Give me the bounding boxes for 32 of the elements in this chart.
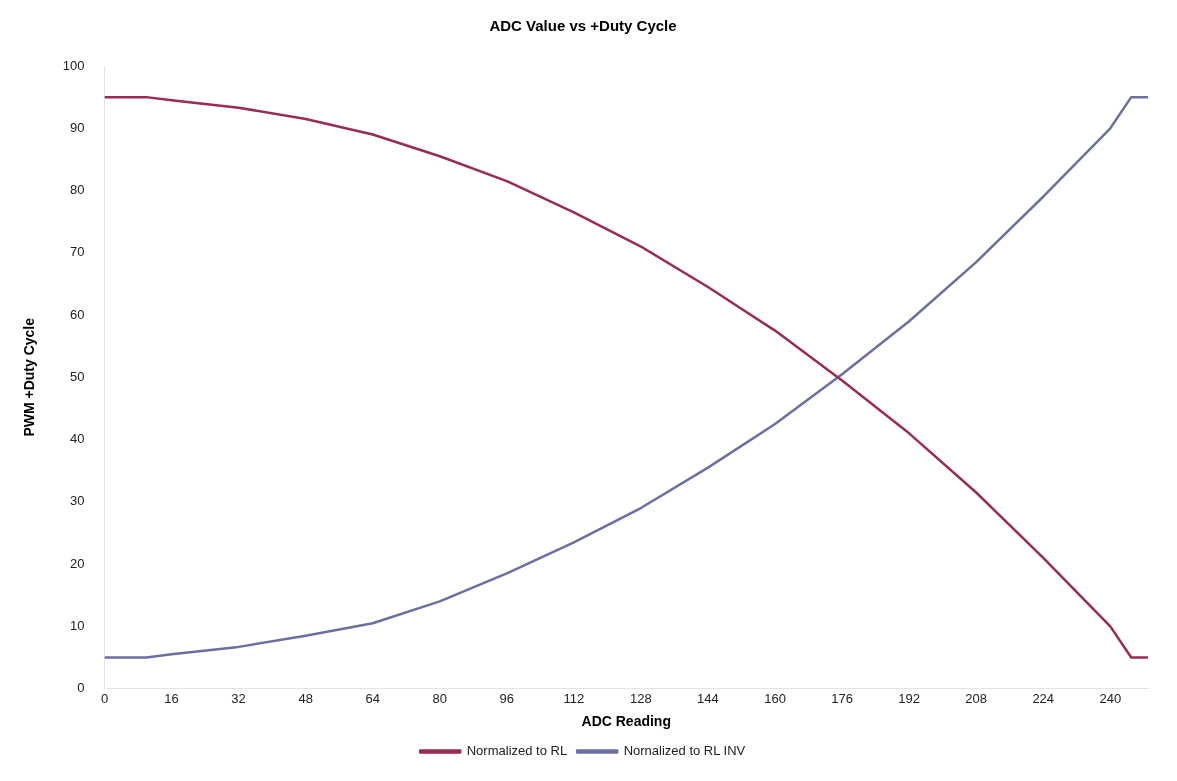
y-tick-label: 10	[70, 617, 85, 633]
y-tick-label: 30	[70, 493, 85, 509]
y-tick-label: 100	[62, 57, 85, 73]
legend-label: Nornalized to RL INV	[623, 743, 746, 759]
x-tick-label: 16	[164, 690, 179, 706]
x-tick-label: 192	[898, 690, 920, 706]
y-tick-label: 90	[70, 119, 85, 135]
y-tick-label: 40	[70, 431, 85, 447]
x-tick-label: 160	[764, 690, 786, 706]
x-tick-label: 144	[697, 690, 719, 706]
x-tick-label: 32	[231, 690, 246, 706]
y-axis-title: PWM +Duty Cycle	[21, 317, 38, 437]
x-tick-label: 64	[365, 690, 380, 706]
x-tick-label: 128	[630, 690, 652, 706]
x-tick-label: 176	[831, 690, 853, 706]
x-tick-label: 224	[1032, 690, 1055, 706]
y-tick-label: 60	[70, 306, 85, 322]
x-tick-label: 112	[563, 690, 585, 706]
chart-title: ADC Value vs +Duty Cycle	[489, 17, 677, 35]
x-tick-label: 80	[432, 690, 447, 706]
y-tick-label: 80	[70, 182, 85, 198]
x-tick-label: 208	[965, 690, 988, 706]
x-tick-label: 240	[1099, 690, 1122, 706]
y-tick-label: 20	[70, 555, 85, 571]
x-tick-label: 0	[100, 690, 109, 706]
y-tick-label: 70	[70, 244, 85, 260]
legend-label: Normalized to RL	[466, 743, 568, 759]
y-tick-label: 50	[70, 368, 85, 384]
x-tick-label: 48	[298, 690, 313, 706]
y-tick-label: 0	[77, 680, 85, 696]
x-axis-title: ADC Reading	[581, 713, 671, 730]
x-tick-label: 96	[499, 690, 515, 706]
